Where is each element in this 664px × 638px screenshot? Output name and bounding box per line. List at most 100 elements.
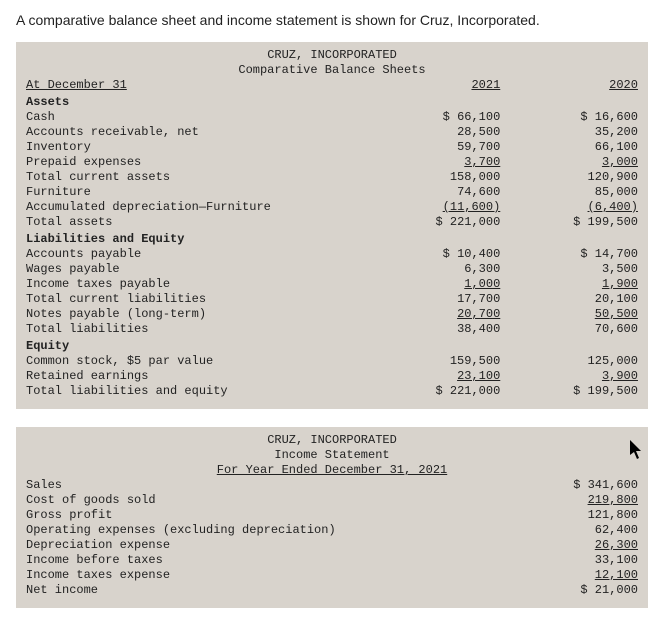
row-v21: 17,700 <box>363 292 501 307</box>
row-val: 26,300 <box>485 538 638 553</box>
is-company: CRUZ, INCORPORATED <box>26 433 638 448</box>
bs-col-2020: 2020 <box>500 78 638 93</box>
row-label: Total current assets <box>26 170 363 185</box>
table-row: Furniture74,60085,000 <box>26 185 638 200</box>
table-row: Gross profit121,800 <box>26 508 638 523</box>
row-v20: 125,000 <box>500 354 638 369</box>
row-v20: 35,200 <box>500 125 638 140</box>
row-v21: 74,600 <box>363 185 501 200</box>
row-label: Retained earnings <box>26 369 363 384</box>
row-v20: 3,900 <box>500 369 638 384</box>
row-label: Income taxes payable <box>26 277 363 292</box>
row-v20: (6,400) <box>500 200 638 215</box>
row-v21: 1,000 <box>363 277 501 292</box>
table-row: Wages payable6,3003,500 <box>26 262 638 277</box>
equity-heading: Equity <box>26 339 638 354</box>
table-row: Accumulated depreciation—Furniture(11,60… <box>26 200 638 215</box>
row-v21: $ 221,000 <box>363 215 501 230</box>
row-label: Cash <box>26 110 363 125</box>
table-row: Cash$ 66,100$ 16,600 <box>26 110 638 125</box>
table-row: Prepaid expenses3,7003,000 <box>26 155 638 170</box>
table-row: Income taxes expense12,100 <box>26 568 638 583</box>
row-label: Prepaid expenses <box>26 155 363 170</box>
table-row: Accounts receivable, net28,50035,200 <box>26 125 638 140</box>
table-row: Total liabilities and equity$ 221,000$ 1… <box>26 384 638 399</box>
row-val: 62,400 <box>485 523 638 538</box>
row-label: Total assets <box>26 215 363 230</box>
row-v21: 6,300 <box>363 262 501 277</box>
row-label: Total current liabilities <box>26 292 363 307</box>
row-label: Notes payable (long-term) <box>26 307 363 322</box>
row-label: Accumulated depreciation—Furniture <box>26 200 363 215</box>
table-row: Income taxes payable1,0001,900 <box>26 277 638 292</box>
row-label: Furniture <box>26 185 363 200</box>
bs-col-2021: 2021 <box>363 78 501 93</box>
row-v20: 1,900 <box>500 277 638 292</box>
table-row: Total current assets158,000120,900 <box>26 170 638 185</box>
row-label: Income before taxes <box>26 553 485 568</box>
row-label: Total liabilities and equity <box>26 384 363 399</box>
row-label: Gross profit <box>26 508 485 523</box>
table-row: Retained earnings23,1003,900 <box>26 369 638 384</box>
row-v20: 20,100 <box>500 292 638 307</box>
row-label: Accounts receivable, net <box>26 125 363 140</box>
row-v20: 3,500 <box>500 262 638 277</box>
row-v21: 3,700 <box>363 155 501 170</box>
row-v21: 59,700 <box>363 140 501 155</box>
row-v20: 3,000 <box>500 155 638 170</box>
row-label: Income taxes expense <box>26 568 485 583</box>
bs-title: Comparative Balance Sheets <box>26 63 638 78</box>
bs-header-row: At December 31 2021 2020 <box>26 78 638 93</box>
row-v21: 38,400 <box>363 322 501 337</box>
row-val: 219,800 <box>485 493 638 508</box>
table-row: Sales$ 341,600 <box>26 478 638 493</box>
row-v21: 23,100 <box>363 369 501 384</box>
row-v21: 20,700 <box>363 307 501 322</box>
table-row: Common stock, $5 par value159,500125,000 <box>26 354 638 369</box>
table-row: Income before taxes33,100 <box>26 553 638 568</box>
table-row: Notes payable (long-term)20,70050,500 <box>26 307 638 322</box>
table-row: Operating expenses (excluding depreciati… <box>26 523 638 538</box>
row-v20: 85,000 <box>500 185 638 200</box>
table-row: Total liabilities38,40070,600 <box>26 322 638 337</box>
bs-company: CRUZ, INCORPORATED <box>26 48 638 63</box>
row-label: Sales <box>26 478 485 493</box>
row-label: Common stock, $5 par value <box>26 354 363 369</box>
income-statement-block: CRUZ, INCORPORATED Income Statement For … <box>16 427 648 608</box>
row-v21: $ 10,400 <box>363 247 501 262</box>
is-period: For Year Ended December 31, 2021 <box>26 463 638 478</box>
row-val: 12,100 <box>485 568 638 583</box>
row-v21: 159,500 <box>363 354 501 369</box>
row-v20: 120,900 <box>500 170 638 185</box>
table-row: Cost of goods sold219,800 <box>26 493 638 508</box>
balance-sheet-block: CRUZ, INCORPORATED Comparative Balance S… <box>16 42 648 409</box>
table-row: Total current liabilities17,70020,100 <box>26 292 638 307</box>
assets-heading: Assets <box>26 95 638 110</box>
row-v20: 50,500 <box>500 307 638 322</box>
bs-date-label: At December 31 <box>26 78 363 93</box>
table-row: Total assets$ 221,000$ 199,500 <box>26 215 638 230</box>
table-row: Depreciation expense26,300 <box>26 538 638 553</box>
row-label: Cost of goods sold <box>26 493 485 508</box>
row-v20: $ 199,500 <box>500 384 638 399</box>
liab-heading: Liabilities and Equity <box>26 232 638 247</box>
row-v21: $ 66,100 <box>363 110 501 125</box>
row-val: 121,800 <box>485 508 638 523</box>
row-label: Depreciation expense <box>26 538 485 553</box>
row-val: 33,100 <box>485 553 638 568</box>
row-label: Accounts payable <box>26 247 363 262</box>
row-v21: (11,600) <box>363 200 501 215</box>
row-v21: 158,000 <box>363 170 501 185</box>
table-row: Accounts payable$ 10,400$ 14,700 <box>26 247 638 262</box>
row-label: Operating expenses (excluding depreciati… <box>26 523 485 538</box>
intro-text: A comparative balance sheet and income s… <box>16 12 648 28</box>
row-v20: $ 16,600 <box>500 110 638 125</box>
table-row: Net income$ 21,000 <box>26 583 638 598</box>
row-val: $ 21,000 <box>485 583 638 598</box>
row-v20: $ 199,500 <box>500 215 638 230</box>
table-row: Inventory59,70066,100 <box>26 140 638 155</box>
row-label: Wages payable <box>26 262 363 277</box>
row-v20: 70,600 <box>500 322 638 337</box>
row-v20: $ 14,700 <box>500 247 638 262</box>
is-title: Income Statement <box>26 448 638 463</box>
